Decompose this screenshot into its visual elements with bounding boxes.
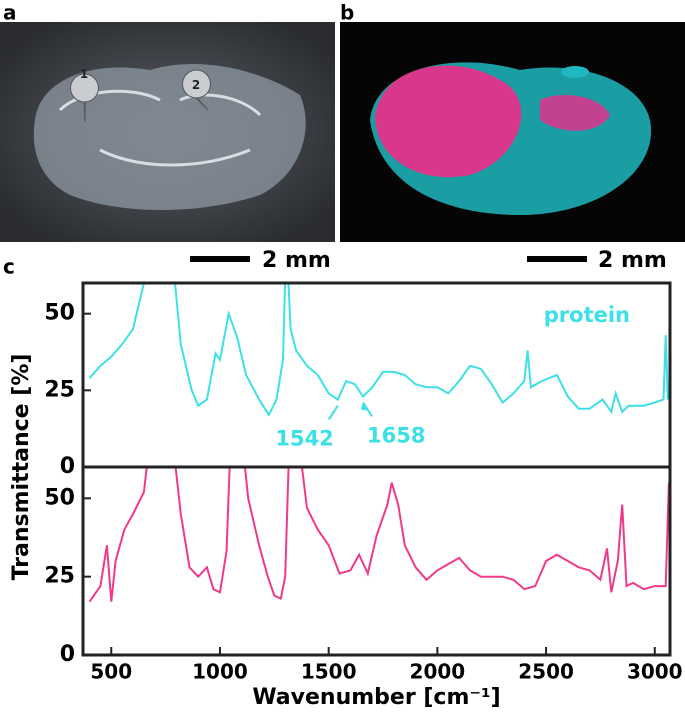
plot-frame bbox=[81, 465, 672, 657]
annotation-label: 1542 bbox=[275, 427, 333, 451]
photo: 1 2 bbox=[0, 22, 335, 242]
plot-area bbox=[88, 467, 670, 603]
scale-bar bbox=[190, 256, 250, 262]
y-tick-label: 50 bbox=[44, 301, 75, 326]
plot-area bbox=[88, 283, 670, 417]
x-tick-label: 1500 bbox=[301, 660, 357, 684]
scale-bar-label: 2 mm bbox=[262, 248, 331, 273]
spectrum-line bbox=[88, 283, 670, 417]
x-tick-label: 500 bbox=[90, 660, 132, 684]
x-tick-label: 2000 bbox=[410, 660, 466, 684]
y-tick-label: 0 bbox=[60, 454, 75, 479]
x-tick-label: 2500 bbox=[518, 660, 574, 684]
annotation-label: 1658 bbox=[367, 423, 425, 447]
arrow-head bbox=[332, 405, 338, 414]
annotation-arrow bbox=[362, 401, 373, 418]
y-axis-label: Transmittance [%] bbox=[9, 354, 34, 581]
y-tick-label: 50 bbox=[44, 485, 75, 510]
y-tick-label: 25 bbox=[44, 564, 75, 589]
y-tick-label: 25 bbox=[44, 377, 75, 402]
arrow-head bbox=[360, 402, 367, 411]
pin-label: 1 bbox=[80, 67, 88, 81]
x-axis-label: Wavenumber [cm⁻¹] bbox=[252, 685, 500, 710]
panel-label: c bbox=[3, 255, 15, 279]
series-label: protein bbox=[544, 303, 630, 327]
pin-label: 2 bbox=[192, 78, 200, 92]
scale-bar bbox=[527, 256, 587, 262]
scale-bar-label: 2 mm bbox=[598, 248, 667, 273]
spectrum-line bbox=[88, 467, 670, 603]
y-tick-label: 0 bbox=[60, 642, 75, 667]
chemical-map bbox=[340, 22, 685, 242]
x-tick-label: 1000 bbox=[192, 660, 248, 684]
x-tick-label: 3000 bbox=[627, 660, 683, 684]
panel-label: b bbox=[340, 1, 354, 25]
panel-label: a bbox=[3, 1, 17, 25]
